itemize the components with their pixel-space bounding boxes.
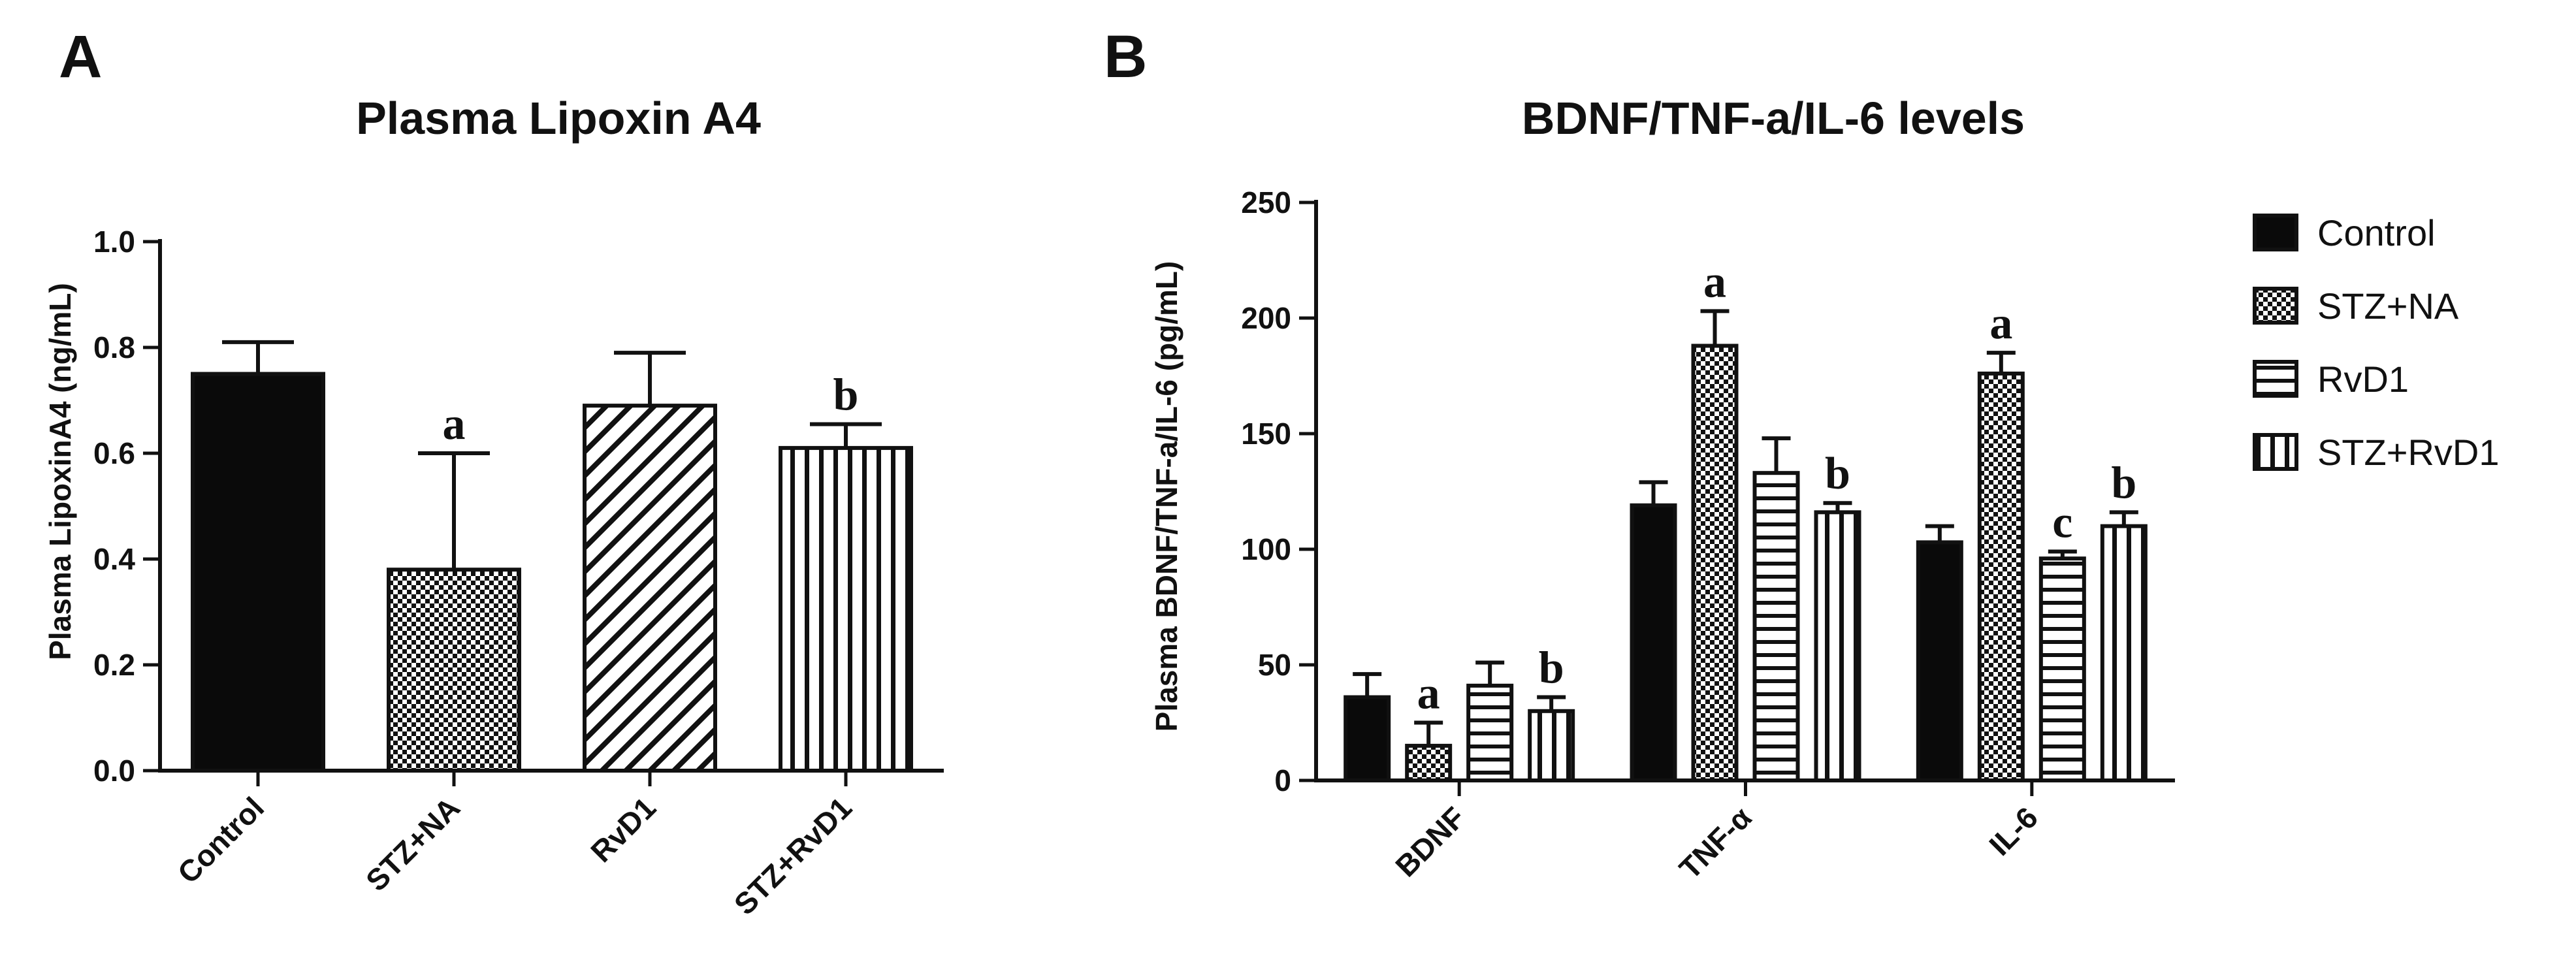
panel-a-axes bbox=[158, 239, 944, 773]
panel-a-y-ticks: 0.0 0.2 0.4 0.6 0.8 1.0 bbox=[93, 225, 160, 788]
panel-b-category-labels: BDNF TNF-α IL-6 bbox=[1389, 780, 2044, 886]
panel-b-bdnf-rvd1-bar bbox=[1466, 683, 1514, 782]
panel-a-chart: A Plasma Lipoxin A4 Plasma LipoxinA4 (ng… bbox=[43, 24, 944, 922]
legend-swatch-stz-na bbox=[2253, 287, 2298, 325]
panel-a-y-tick-label: 0.2 bbox=[93, 648, 135, 682]
panel-a-letter: A bbox=[59, 24, 102, 90]
panel-a-y-axis-label: Plasma LipoxinA4 (ng/mL) bbox=[43, 283, 77, 660]
legend-swatch-stz-rvd1 bbox=[2253, 433, 2298, 471]
panel-a-stz-na-significance-label: a bbox=[443, 399, 466, 449]
panel-a-title: Plasma Lipoxin A4 bbox=[356, 93, 761, 144]
panel-b-il-6-stz-rvd1-bar bbox=[2100, 524, 2148, 782]
panel-b-il-6-stz-na-bar bbox=[1977, 371, 2025, 782]
panel-b-y-tick-label: 50 bbox=[1258, 648, 1291, 682]
panel-a-category-stz-rvd1: STZ+RvD1 bbox=[728, 790, 858, 921]
panel-b-bdnf-control-bar bbox=[1344, 695, 1391, 783]
panel-a-control-bar bbox=[191, 372, 325, 773]
panel-b-chart: B BDNF/TNF-a/IL-6 levels Plasma BDNF/TNF… bbox=[1104, 24, 2500, 886]
panel-b-il-6-rvd1-bar bbox=[2038, 556, 2086, 782]
panel-a-y-tick-label: 0.0 bbox=[93, 754, 135, 788]
panel-a-stz-na-bar bbox=[387, 568, 521, 773]
panel-b-tnf-stz-rvd1-bar bbox=[1814, 510, 1861, 782]
panel-b-bdnf-stz-na-significance-label: a bbox=[1417, 669, 1440, 719]
panel-b-il-6-stz-na-significance-label: a bbox=[1989, 298, 2012, 349]
panel-b-bdnf-stz-rvd1-significance-label: b bbox=[1539, 643, 1564, 694]
panel-b-tnf-stz-rvd1-significance-label: b bbox=[1825, 449, 1850, 499]
panel-a-rvd1-bar bbox=[583, 404, 717, 773]
panel-a-y-tick-label: 0.4 bbox=[93, 542, 135, 576]
panel-b-il-6-control-bar bbox=[1916, 540, 1963, 782]
panel-a-category-control: Control bbox=[171, 790, 270, 890]
panel-b-y-tick-label: 250 bbox=[1241, 185, 1291, 219]
legend-label-rvd1: RvD1 bbox=[2317, 359, 2409, 400]
panel-b-category-tnf: TNF-α bbox=[1673, 800, 1758, 886]
panel-a-bars: ab bbox=[191, 340, 913, 773]
panel-b-category-bdnf: BDNF bbox=[1389, 800, 1472, 883]
panel-b-title: BDNF/TNF-a/IL-6 levels bbox=[1522, 93, 2025, 144]
panel-b-y-ticks: 0 50 100 150 200 250 bbox=[1241, 185, 1316, 797]
panel-b-legend: Control STZ+NA RvD1 STZ+RvD1 bbox=[2253, 212, 2500, 473]
legend-swatch-rvd1 bbox=[2253, 360, 2298, 398]
panel-a-stz-rvd1-significance-label: b bbox=[833, 370, 859, 420]
legend-label-stz-rvd1: STZ+RvD1 bbox=[2317, 432, 2500, 473]
panel-b-tnf-stz-na-significance-label: a bbox=[1703, 257, 1726, 307]
panel-b-y-tick-label: 200 bbox=[1241, 301, 1291, 335]
panel-b-tnf-rvd1-bar bbox=[1752, 471, 1800, 782]
panel-a-stz-rvd1-bar bbox=[779, 445, 913, 773]
panel-b-y-tick-label: 150 bbox=[1241, 417, 1291, 451]
panel-a-category-labels: Control STZ+NA RvD1 STZ+RvD1 bbox=[171, 771, 858, 922]
panel-a-y-tick-label: 1.0 bbox=[93, 225, 135, 259]
panel-b-bdnf-stz-na-bar bbox=[1405, 743, 1453, 783]
legend-label-stz-na: STZ+NA bbox=[2317, 285, 2459, 327]
panel-b-category-il-6: IL-6 bbox=[1982, 800, 2044, 862]
panel-b-y-axis-label: Plasma BDNF/TNF-a/IL-6 (pg/mL) bbox=[1150, 261, 1183, 732]
panel-b-il-6-rvd1-significance-label: c bbox=[2052, 498, 2072, 548]
panel-b-y-tick-label: 100 bbox=[1241, 532, 1291, 566]
panel-a-category-rvd1: RvD1 bbox=[584, 790, 662, 869]
panel-b-tnf-stz-na-bar bbox=[1691, 344, 1739, 782]
panel-a-y-tick-label: 0.6 bbox=[93, 436, 135, 470]
panel-a-category-stz-na: STZ+NA bbox=[359, 790, 466, 897]
panel-b-tnf-control-bar bbox=[1630, 503, 1677, 782]
panel-b-y-tick-label: 0 bbox=[1274, 763, 1291, 797]
panel-a-y-tick-label: 0.8 bbox=[93, 330, 135, 364]
legend-swatch-control bbox=[2253, 214, 2298, 251]
panel-b-bdnf-stz-rvd1-bar bbox=[1528, 709, 1575, 783]
panel-b-letter: B bbox=[1104, 24, 1147, 90]
legend-label-control: Control bbox=[2317, 212, 2436, 253]
panel-b-il-6-stz-rvd1-significance-label: b bbox=[2111, 458, 2136, 508]
